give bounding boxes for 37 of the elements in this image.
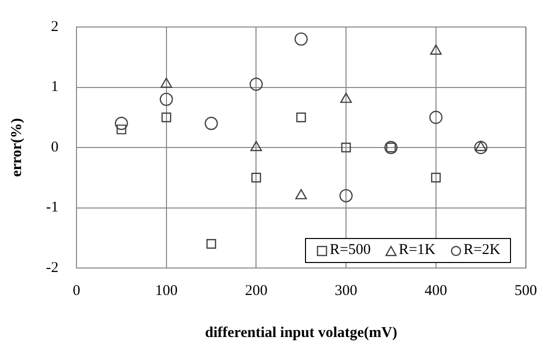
point: [341, 142, 351, 152]
point: [295, 189, 307, 200]
point: [294, 32, 308, 46]
point: [296, 112, 306, 122]
x-tick-label: 500: [514, 282, 537, 299]
y-tick-label: -2: [46, 260, 58, 276]
point: [162, 112, 172, 122]
point: [431, 172, 441, 182]
legend-label: R=1K: [398, 242, 436, 259]
point: [204, 116, 218, 130]
x-tick-label: 200: [244, 282, 268, 299]
point: [206, 239, 216, 249]
x-tick-label: 100: [155, 282, 178, 299]
y-tick-label: 1: [50, 79, 58, 96]
y-tick-label: -1: [46, 200, 58, 216]
legend-label: R=2K: [464, 242, 500, 259]
point: [474, 140, 488, 154]
y-tick-label: 2: [50, 18, 58, 35]
point: [250, 140, 262, 152]
point: [250, 78, 263, 91]
x-tick-label: 0: [72, 282, 80, 299]
point: [339, 189, 353, 202]
point: [251, 172, 262, 182]
point: [430, 44, 442, 55]
point: [114, 116, 128, 130]
y-tick-label: 0: [50, 139, 58, 156]
x-tick-label: 400: [424, 282, 448, 299]
point: [429, 110, 442, 124]
point: [340, 92, 352, 103]
point: [475, 140, 487, 152]
point: [116, 124, 126, 134]
legend-label: R=500: [330, 242, 371, 259]
y-axis-title: error(%): [8, 118, 25, 177]
x-axis-title: differential input volatge(mV): [205, 324, 398, 341]
point: [160, 78, 172, 88]
x-tick-label: 300: [334, 282, 358, 299]
point: [160, 92, 173, 106]
